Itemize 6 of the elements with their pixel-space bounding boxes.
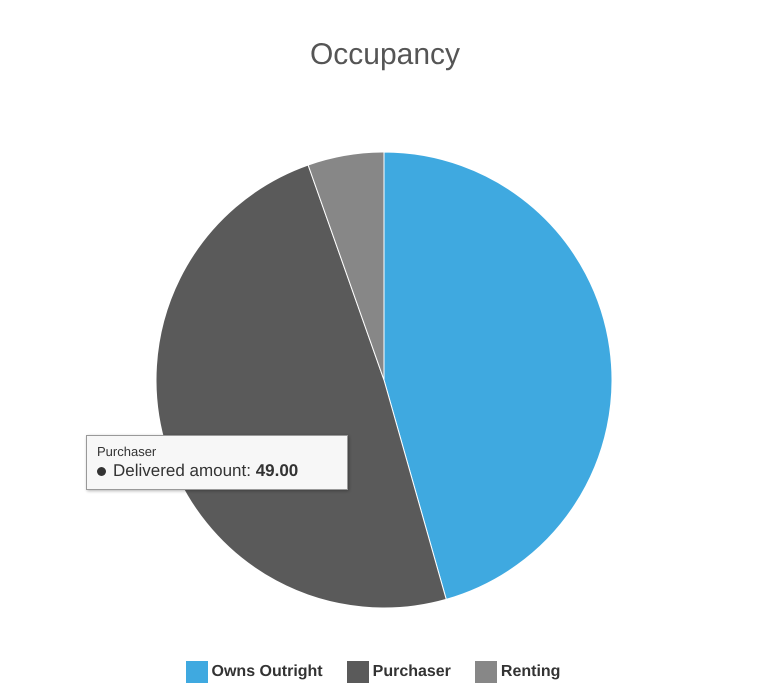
chart-title: Occupancy [308,38,462,72]
legend-label: Purchaser [372,663,451,680]
legend-label: Owns Outright [212,663,323,680]
legend-label: Renting [500,663,560,680]
text: Delivered amount: 49.00 [113,461,298,481]
text: Purchaser [97,444,158,459]
